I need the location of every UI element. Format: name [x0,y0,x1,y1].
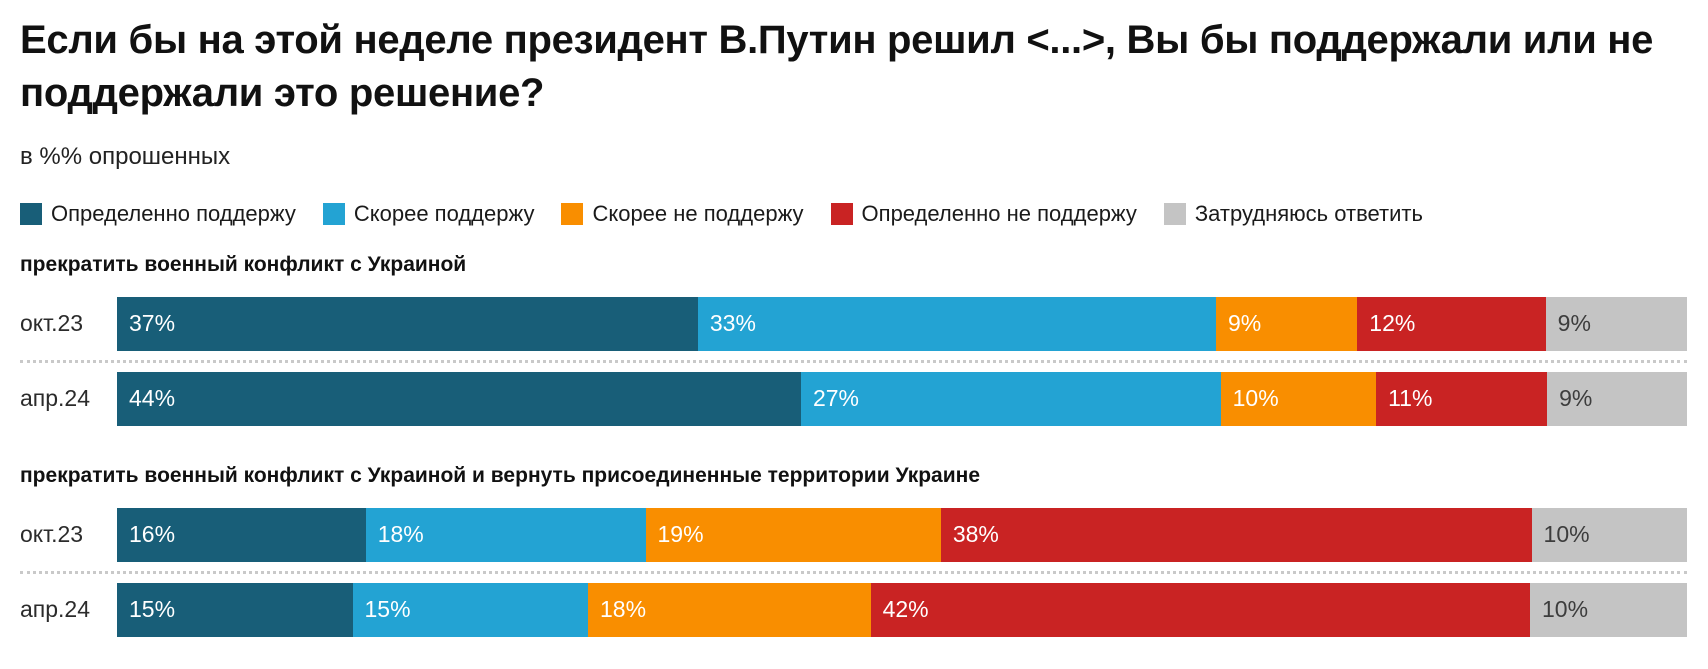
bar-track: 44% 27% 10% 11% 9% [117,371,1687,426]
bar-segment: 15% [352,582,588,637]
bar-value-label: 19% [657,521,704,548]
legend-item-label: Скорее не поддержу [592,200,804,226]
bar-value-label: 33% [709,310,756,337]
bar-track: 37% 33% 9% 12% 9% [117,296,1687,351]
bar-value-label: 42% [882,596,929,623]
legend-item: Скорее не поддержу [561,200,804,227]
bar-value-label: 18% [600,596,647,623]
bar-value-label: 15% [364,596,411,623]
bar-value-label: 11% [1388,385,1433,412]
bar-track: 15% 15% 18% 42% 10% [117,582,1687,637]
bar-segment: 18% [365,507,646,562]
bar-segment: 10% [1529,582,1687,637]
bar-value-label: 9% [1227,310,1262,337]
bar-segment: 37% [117,296,698,351]
bar-value-label: 15% [129,596,176,623]
chart-subtitle: в %% опрошенных [20,142,231,170]
bar-segment: 12% [1357,296,1546,351]
bar-value-label: 9% [1559,385,1593,412]
bar-segment: 44% [117,371,801,426]
bar-segment: 11% [1376,371,1548,426]
legend-item: Определенно не поддержу [830,200,1137,227]
row-label: апр.24 [20,385,91,412]
bar-segment: 33% [697,296,1216,351]
bar-value-label: 18% [377,521,424,548]
bar-row: апр.24 15% 15% 18% 42% 10% [20,582,1687,637]
section-heading: прекратить военный конфликт с Украиной [20,252,467,276]
chart-title: Если бы на этой неделе президент В.Путин… [20,18,1654,115]
bar-row: апр.24 44% 27% 10% 11% 9% [20,371,1687,426]
section-heading: прекратить военный конфликт с Украиной и… [20,463,981,487]
bar-segment: 16% [117,507,366,562]
bar-segment: 9% [1215,296,1358,351]
bar-segment: 10% [1220,371,1377,426]
bar-segment: 19% [645,507,941,562]
legend-swatch-icon [20,202,42,225]
bar-value-label: 44% [129,385,176,412]
legend-item-label: Определенно не поддержу [861,200,1137,226]
row-label: апр.24 [20,596,91,623]
bar-segment: 9% [1547,371,1687,426]
page: Если бы на этой неделе президент В.Путин… [20,18,1687,637]
bar-value-label: 10% [1541,596,1589,623]
bar-value-label: 37% [129,310,176,337]
bar-value-label: 9% [1557,310,1591,337]
bar-segment: 27% [800,371,1221,426]
legend-item: Затрудняюсь ответить [1163,200,1423,227]
bar-value-label: 38% [952,521,999,548]
row-separator [20,570,1687,574]
legend-item-label: Скорее поддержу [353,200,535,226]
chart-body: прекратить военный конфликт с Украиной ок… [20,253,1687,637]
legend-swatch-icon [1163,202,1186,225]
chart-section: прекратить военный конфликт с Украиной ок… [20,253,1687,426]
legend-item-label: Определенно поддержу [51,200,296,226]
legend-item: Определенно поддержу [20,201,296,227]
bar-segment: 10% [1531,507,1687,562]
legend-swatch-icon [561,202,584,225]
chart-section: прекратить военный конфликт с Украиной и… [20,464,1687,637]
bar-value-label: 10% [1543,521,1590,548]
legend-swatch-icon [830,202,853,225]
legend-swatch-icon [322,202,345,225]
legend-item-label: Затрудняюсь ответить [1194,200,1423,226]
bar-value-label: 10% [1232,385,1279,412]
bar-segment: 42% [870,582,1530,637]
bar-row: окт.23 37% 33% 9% 12% 9% [20,296,1687,351]
bar-row: окт.23 16% 18% 19% 38% 10% [20,507,1687,562]
bar-segment: 18% [588,582,871,637]
bar-value-label: 16% [129,521,176,548]
row-label: окт.23 [20,521,84,548]
row-separator [20,359,1687,363]
legend-item: Скорее поддержу [322,200,535,227]
row-label: окт.23 [20,310,84,337]
bar-segment: 15% [117,582,353,637]
bar-track: 16% 18% 19% 38% 10% [117,507,1687,562]
bar-value-label: 27% [812,385,859,412]
bar-segment: 38% [940,507,1532,562]
legend: Определенно поддержу Скорее поддержу Скоре… [20,201,1687,227]
bar-segment: 9% [1545,296,1687,351]
bar-value-label: 12% [1369,310,1416,337]
